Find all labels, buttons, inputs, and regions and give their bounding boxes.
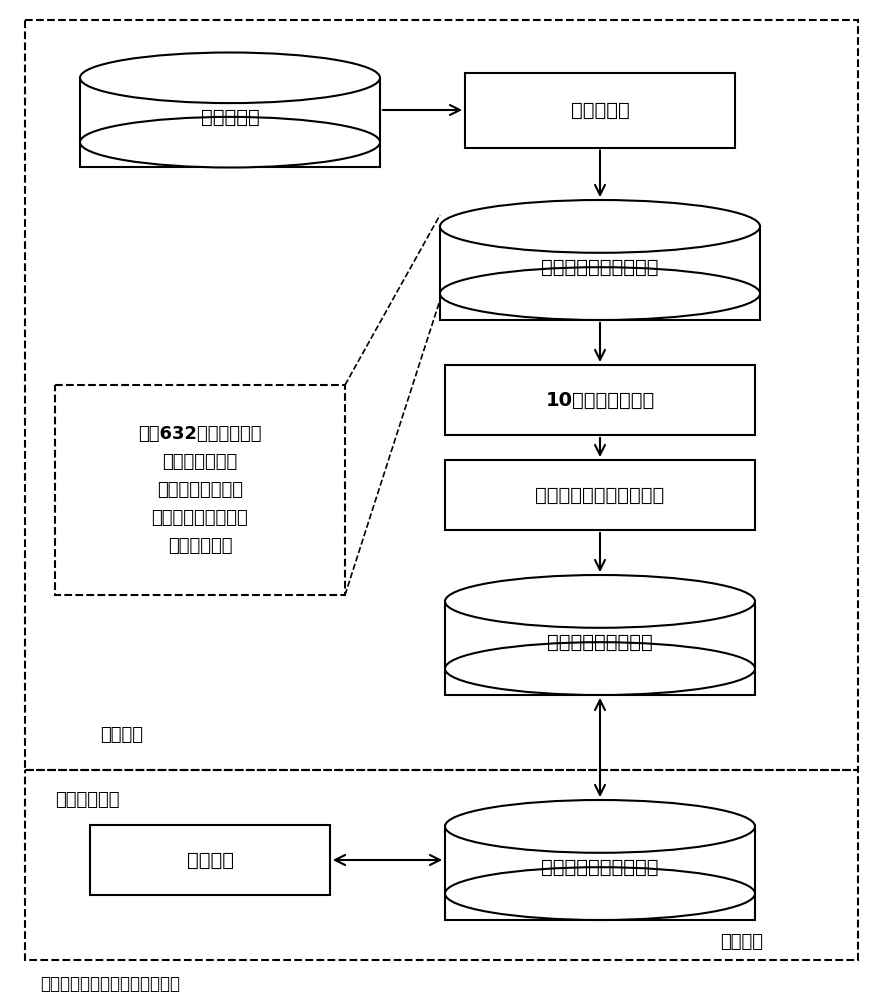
Bar — [445, 365, 755, 435]
Text: 采样632高像素自动选
择感兴趣区域，
广义的椭圆掩蔽，
对比度受限的自适应
直方图均衡化: 采样632高像素自动选 择感兴趣区域， 广义的椭圆掩蔽， 对比度受限的自适应 直… — [139, 425, 261, 555]
Text: 预处理的测试图像数据: 预处理的测试图像数据 — [541, 858, 659, 877]
Ellipse shape — [445, 642, 755, 695]
Bar — [445, 460, 755, 530]
Text: 图像预处理: 图像预处理 — [570, 101, 630, 119]
Text: 图像等级（视力丧失、绿内障、: 图像等级（视力丧失、绿内障、 — [40, 975, 180, 993]
Bar — [90, 825, 330, 895]
Text: 知识库（分类规则）: 知识库（分类规则） — [547, 633, 653, 652]
Text: 训练步骤: 训练步骤 — [100, 726, 143, 744]
Bar — [445, 826, 755, 920]
Text: 10折交叉验证分类: 10折交叉验证分类 — [546, 390, 654, 410]
Bar — [465, 73, 735, 147]
Bar — [445, 601, 755, 695]
Text: 用户界面: 用户界面 — [186, 850, 233, 869]
Text: 混合训练数据和验证数据: 混合训练数据和验证数据 — [535, 486, 665, 504]
Text: 未知图像数据: 未知图像数据 — [55, 791, 119, 809]
Bar — [25, 20, 858, 770]
Bar — [55, 385, 345, 595]
Ellipse shape — [445, 800, 755, 853]
Ellipse shape — [445, 867, 755, 920]
Ellipse shape — [80, 117, 380, 167]
Text: 预处理的训练图像数据: 预处理的训练图像数据 — [541, 258, 659, 277]
Ellipse shape — [80, 52, 380, 103]
Ellipse shape — [440, 200, 760, 253]
Text: 视网膜图像: 视网膜图像 — [200, 108, 260, 127]
Bar — [80, 78, 380, 167]
Ellipse shape — [445, 575, 755, 628]
Text: 测试步骤: 测试步骤 — [720, 933, 763, 951]
Bar — [440, 226, 760, 320]
Ellipse shape — [440, 267, 760, 320]
Bar — [25, 770, 858, 960]
